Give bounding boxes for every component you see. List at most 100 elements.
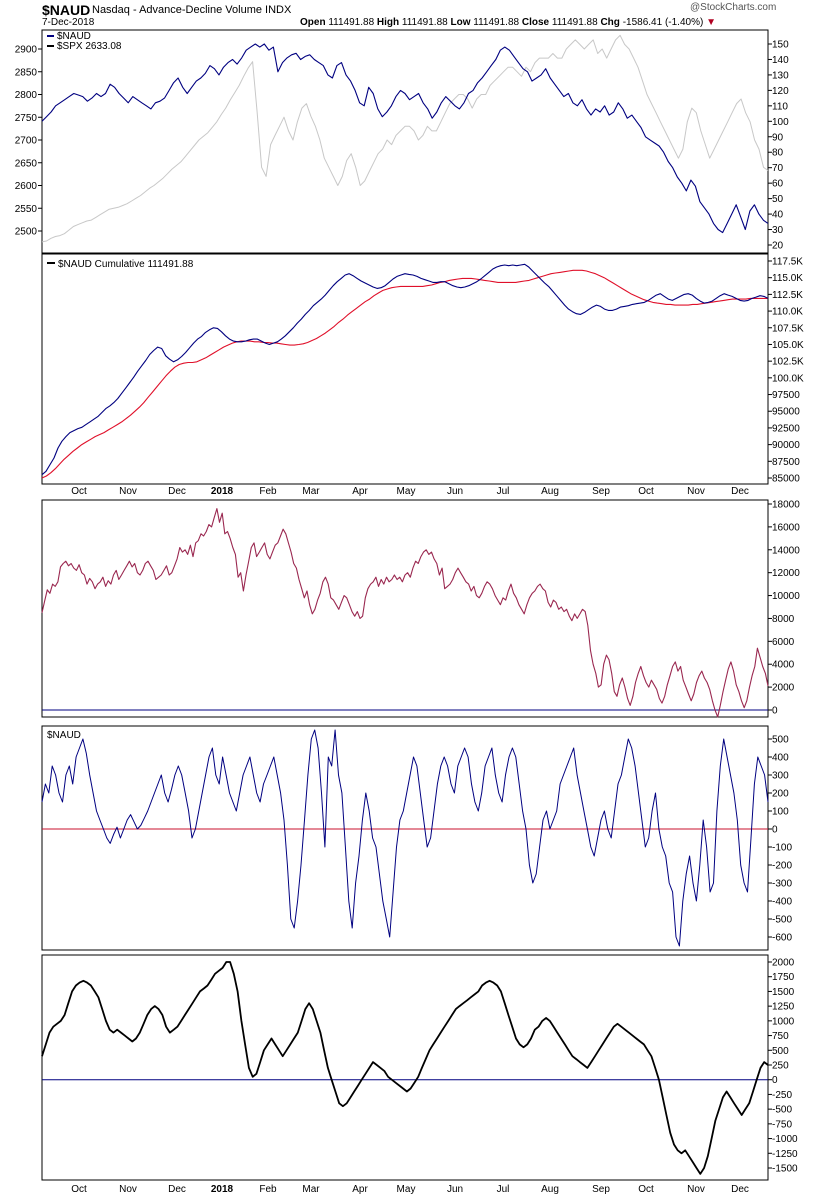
osc-panel-frame	[41, 499, 769, 718]
price-panel-right-tick-label: 20	[772, 241, 784, 252]
cumulative-panel-right-tick-label: 97500	[772, 390, 800, 401]
black-osc-panel-right-tick-label: 1750	[772, 972, 795, 983]
black-osc-panel-right-tick-label: 1000	[772, 1016, 795, 1027]
naud-osc-panel-right-tick-label: 100	[772, 807, 789, 818]
chg-value: -1586.41 (-1.40%)	[622, 17, 704, 28]
naud-osc-panel-right-tick-label: -300	[772, 879, 792, 890]
price-panel-right-tick-label: 120	[772, 86, 789, 97]
price-panel-right-tick-label: 100	[772, 117, 789, 128]
cumulative-panel-right-tick-label: 92500	[772, 423, 800, 434]
cumulative-panel-x-label: Jul	[497, 486, 510, 497]
black-osc-panel-right-tick-label: 2000	[772, 958, 795, 969]
cumulative-panel-x-label: Dec	[731, 486, 749, 497]
price-panel-left-tick-label: 2500	[15, 227, 38, 238]
cumulative-panel-right-tick-label: 105.0K	[772, 340, 804, 351]
cumulative-panel-frame	[41, 253, 769, 485]
naud-legend-label: $NAUD	[57, 31, 91, 42]
cumulative-panel-right-tick-label: 102.5K	[772, 357, 804, 368]
cumulative-panel-right-tick-label: 115.0K	[772, 273, 803, 284]
cumulative-panel-x-label: Nov	[687, 486, 705, 497]
black-osc-panel-x-label: Jul	[497, 1184, 510, 1195]
naud-osc-panel-frame	[41, 725, 769, 951]
naud-osc-panel-right-tick-label: -100	[772, 843, 792, 854]
open-label: Open	[300, 17, 326, 28]
price-panel-left-tick-label: 2650	[15, 158, 38, 169]
high-value: 111491.88	[401, 17, 448, 28]
close-value: 111491.88	[551, 17, 598, 28]
naud-osc-panel-right-tick-label: -500	[772, 915, 792, 926]
price-panel-frame	[41, 29, 769, 254]
black-osc-panel-frame	[41, 954, 769, 1181]
black-osc-panel-right-tick-label: 1250	[772, 1002, 795, 1013]
black-osc-panel-right-tick-label: 750	[772, 1031, 789, 1042]
cumulative-naud-line	[41, 263, 769, 476]
cumulative-panel-x-label: Apr	[352, 486, 368, 497]
close-label: Close	[521, 17, 550, 28]
chg-label: Chg	[600, 17, 620, 28]
black-osc-panel-right-tick-label: 0	[772, 1075, 778, 1086]
osc-panel-right-tick-label: 18000	[772, 500, 800, 511]
price-panel-left-tick-label: 2850	[15, 67, 38, 78]
price-panel-left-tick-label: 2600	[15, 181, 38, 192]
osc-panel-right-tick-label: 2000	[772, 683, 795, 694]
osc-panel-right-tick-label: 16000	[772, 522, 800, 533]
index-title: Nasdaq - Advance-Decline Volume INDX	[92, 4, 292, 16]
black-osc-panel-x-label: Nov	[119, 1184, 137, 1195]
price-panel-left-tick-label: 2750	[15, 113, 38, 124]
cumulative-panel-x-label: May	[397, 486, 416, 497]
cumulative-panel-right-tick-label: 87500	[772, 457, 800, 468]
cumulative-ma-line	[41, 269, 768, 479]
naud-osc-panel-right-tick-label: 200	[772, 789, 789, 800]
naud-osc-legend-label: $NAUD	[47, 730, 81, 741]
black-osc-panel-x-label: Sep	[592, 1184, 610, 1195]
cumulative-panel-x-label: Feb	[259, 486, 277, 497]
osc-panel-right-tick-label: 12000	[772, 568, 800, 579]
black-osc-panel-x-label: Nov	[687, 1184, 705, 1195]
black-osc-panel-right-tick-label: -750	[772, 1119, 792, 1130]
cumulative-panel-x-label: 2018	[211, 486, 234, 497]
cumulative-panel-x-label: Oct	[638, 486, 654, 497]
osc-panel-right-tick-label: 10000	[772, 591, 800, 602]
ohlc-readout: Open 111491.88 High 111491.88 Low 111491…	[300, 17, 716, 28]
low-label: Low	[450, 17, 471, 28]
naud-price-line	[41, 43, 769, 234]
naud-osc-panel-right-tick-label: -600	[772, 933, 792, 944]
cumulative-panel-x-label: Dec	[168, 486, 186, 497]
naud-osc-panel-right-tick-label: 0	[772, 825, 778, 836]
black-osc-panel-x-label: Oct	[638, 1184, 654, 1195]
symbol-label: $NAUD	[42, 2, 91, 18]
chart-header: $NAUD Nasdaq - Advance-Decline Volume IN…	[0, 0, 820, 30]
cumulative-panel-x-label: Nov	[119, 486, 137, 497]
low-value: 111491.88	[473, 17, 520, 28]
down-arrow-icon: ▼	[706, 17, 716, 28]
black-osc-panel-x-label: Oct	[71, 1184, 87, 1195]
black-osc-panel-x-label: May	[397, 1184, 416, 1195]
osc-panel-right-tick-label: 6000	[772, 637, 795, 648]
price-panel-left-tick-label: 2900	[15, 45, 38, 56]
price-panel-right-tick-label: 150	[772, 40, 789, 51]
cumulative-panel-right-tick-label: 85000	[772, 474, 800, 485]
osc-panel-right-tick-label: 14000	[772, 545, 800, 556]
naud-osc-panel-right-tick-label: -400	[772, 897, 792, 908]
naud-osc-panel-right-tick-label: 300	[772, 771, 789, 782]
price-panel-right-tick-label: 110	[772, 101, 788, 112]
price-panel-right-tick-label: 60	[772, 179, 784, 190]
price-panel-right-tick-label: 30	[772, 225, 784, 236]
cumulative-panel-right-tick-label: 107.5K	[772, 323, 804, 334]
black-osc-panel-x-label: Apr	[352, 1184, 368, 1195]
price-panel-right-tick-label: 50	[772, 194, 784, 205]
cumulative-panel-x-label: Mar	[302, 486, 320, 497]
osc-panel-right-tick-label: 8000	[772, 614, 795, 625]
black-osc-panel-x-label: Dec	[731, 1184, 749, 1195]
cumulative-panel-x-label: Oct	[71, 486, 87, 497]
price-panel-left-tick-label: 2800	[15, 90, 38, 101]
osc-line	[41, 508, 769, 718]
high-label: High	[376, 17, 400, 28]
black-osc-panel-right-tick-label: -1250	[772, 1149, 798, 1160]
cumulative-panel-x-label: Aug	[541, 486, 559, 497]
cumulative-panel-right-tick-label: 100.0K	[772, 373, 804, 384]
price-panel-right-tick-label: 70	[772, 163, 784, 174]
watermark: @StockCharts.com	[690, 2, 777, 13]
price-panel-right-tick-label: 130	[772, 70, 789, 81]
